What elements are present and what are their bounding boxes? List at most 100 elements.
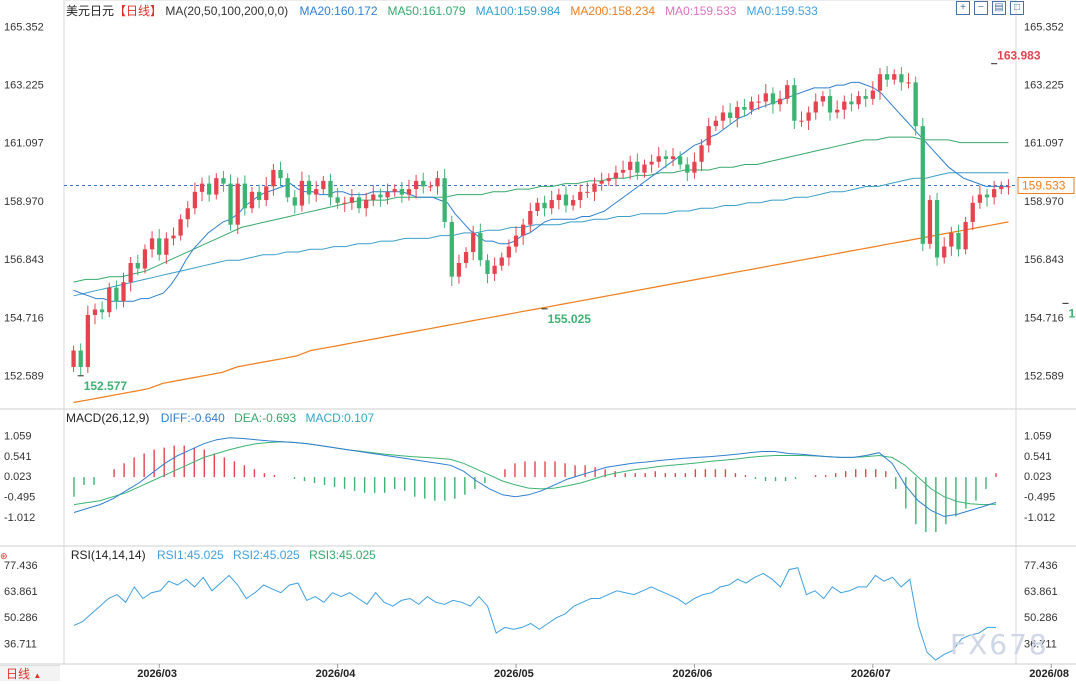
price-tick-left-5: 154.716 xyxy=(4,312,44,324)
period-label[interactable]: 【日线】 xyxy=(114,4,163,18)
candle-body xyxy=(413,180,419,190)
candle-body xyxy=(913,82,918,127)
candle-body xyxy=(692,161,697,173)
rsi-label: RSI(14,14,14) xyxy=(70,548,146,562)
candle-body xyxy=(642,164,647,173)
candle-body xyxy=(678,156,683,165)
candle-body xyxy=(934,200,940,258)
candle-body xyxy=(999,186,1004,190)
macd-diff-line xyxy=(73,437,997,517)
annotation-1: 155.025 xyxy=(548,312,592,326)
candle-body xyxy=(314,189,319,195)
macd-value: MACD:0.107 xyxy=(305,411,375,425)
candle-body xyxy=(613,172,619,179)
candle-body xyxy=(506,246,512,258)
price-tick-left-4: 156.843 xyxy=(4,254,44,266)
candle-body xyxy=(185,208,190,220)
candle-body xyxy=(235,183,240,225)
candle-body xyxy=(549,200,554,209)
ma-values: MA20:160.172 MA50:161.079 MA100:159.984 MA2… xyxy=(299,4,827,18)
candle-body xyxy=(371,194,376,201)
candle-body xyxy=(713,120,718,127)
ma-params: MA(20,50,100,200,0,0) xyxy=(165,4,289,18)
candle-body xyxy=(149,238,155,250)
candle-body xyxy=(299,180,305,206)
candle-body xyxy=(528,211,533,225)
candle-body xyxy=(328,180,333,198)
candle-body xyxy=(92,309,98,315)
macd-tick-right-1: 0.541 xyxy=(1024,451,1052,463)
symbol-label: 美元日元 xyxy=(66,4,115,18)
ma-value-0: MA20:160.172 xyxy=(299,4,378,18)
candle-body xyxy=(207,183,212,195)
macd-tick-right-3: -0.495 xyxy=(1024,492,1055,504)
candle-body xyxy=(406,189,412,195)
x-label-2: 2026/05 xyxy=(494,668,534,680)
candle-body xyxy=(135,262,140,269)
rsi-line xyxy=(73,567,996,661)
macd-dea: DEA:-0.693 xyxy=(234,411,297,425)
candle-body xyxy=(349,197,355,203)
candle-body xyxy=(842,101,847,110)
x-label-0: 2026/03 xyxy=(137,668,177,680)
indicator-icon[interactable]: ▤ xyxy=(992,1,1006,15)
candle-body xyxy=(556,194,561,201)
candle-body xyxy=(870,90,875,99)
candle-body xyxy=(892,74,897,80)
rsi-tick-right-2: 50.286 xyxy=(1024,612,1058,624)
rsi2-value: RSI2:45.025 xyxy=(233,548,300,562)
candle-body xyxy=(663,156,669,160)
candle-body xyxy=(306,180,312,195)
candle-body xyxy=(478,232,483,261)
candle-body xyxy=(364,200,369,209)
watermark: FX678 xyxy=(950,628,1049,661)
candle-body xyxy=(763,93,768,102)
x-label-3: 2026/06 xyxy=(672,668,712,680)
candle-body xyxy=(856,96,861,105)
period-tab-label: 日线 xyxy=(6,667,31,681)
price-tick-left-1: 163.225 xyxy=(4,79,44,91)
candle-body xyxy=(242,183,247,209)
price-tick-right-1: 163.225 xyxy=(1024,79,1064,91)
price-tick-left-3: 158.970 xyxy=(4,196,44,208)
candle-body xyxy=(164,238,169,255)
zoom-out-icon[interactable]: − xyxy=(974,1,988,15)
price-tick-left-0: 165.352 xyxy=(4,21,44,33)
zoom-in-icon[interactable]: + xyxy=(956,1,970,15)
candle-body xyxy=(685,164,690,173)
candle-body xyxy=(356,197,362,209)
period-tab[interactable]: 日线 ▲ xyxy=(0,665,60,681)
candle-body xyxy=(884,74,890,80)
candle-body xyxy=(71,350,76,367)
price-tick-left-6: 152.589 xyxy=(4,370,44,382)
candle-body xyxy=(949,232,954,247)
candle-body xyxy=(492,265,497,274)
candle-body xyxy=(278,169,283,179)
price-tick-right-6: 152.589 xyxy=(1024,370,1064,382)
x-label-1: 2026/04 xyxy=(316,668,357,680)
candle-body xyxy=(463,252,469,263)
candle-body xyxy=(214,178,219,195)
macd-tick-right-4: -1.012 xyxy=(1024,512,1055,524)
candle-body xyxy=(756,101,761,103)
price-tick-right-2: 161.097 xyxy=(1024,138,1064,150)
candle-body xyxy=(578,191,583,201)
rsi-settings-icon[interactable]: ⊛ xyxy=(0,551,8,561)
candle-body xyxy=(799,120,804,122)
candle-body xyxy=(228,183,233,225)
rsi-tick-right-1: 63.861 xyxy=(1024,586,1058,598)
candle-body xyxy=(271,169,276,187)
candle-body xyxy=(535,202,540,211)
rsi-tick-left-3: 36.711 xyxy=(4,638,37,650)
candle-body xyxy=(171,235,176,239)
ma-value-4: MA0:159.533 xyxy=(665,4,737,18)
maximize-icon[interactable]: □ xyxy=(1010,1,1024,15)
candle-body xyxy=(442,178,447,222)
price-tick-right-3: 158.970 xyxy=(1024,196,1064,208)
candle-body xyxy=(78,350,83,367)
candle-body xyxy=(942,246,947,258)
candle-body xyxy=(542,202,547,209)
candle-body xyxy=(820,96,826,102)
candle-body xyxy=(114,287,119,302)
